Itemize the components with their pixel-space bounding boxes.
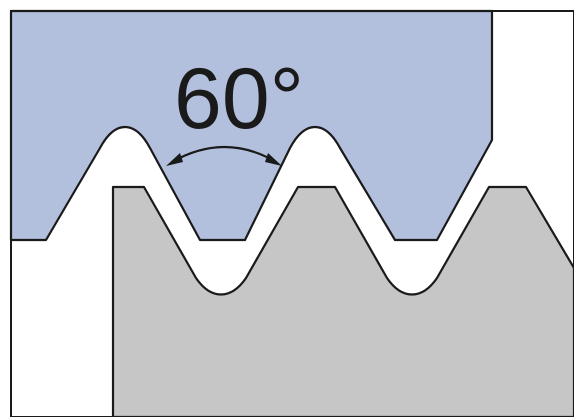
angle-label: 60° <box>174 51 304 147</box>
internal-thread-profile <box>9 9 494 242</box>
external-thread-profile <box>111 185 574 417</box>
angle-arrowhead-right <box>265 153 282 166</box>
angle-arrowhead-left <box>166 153 183 166</box>
angle-arc <box>171 146 277 163</box>
